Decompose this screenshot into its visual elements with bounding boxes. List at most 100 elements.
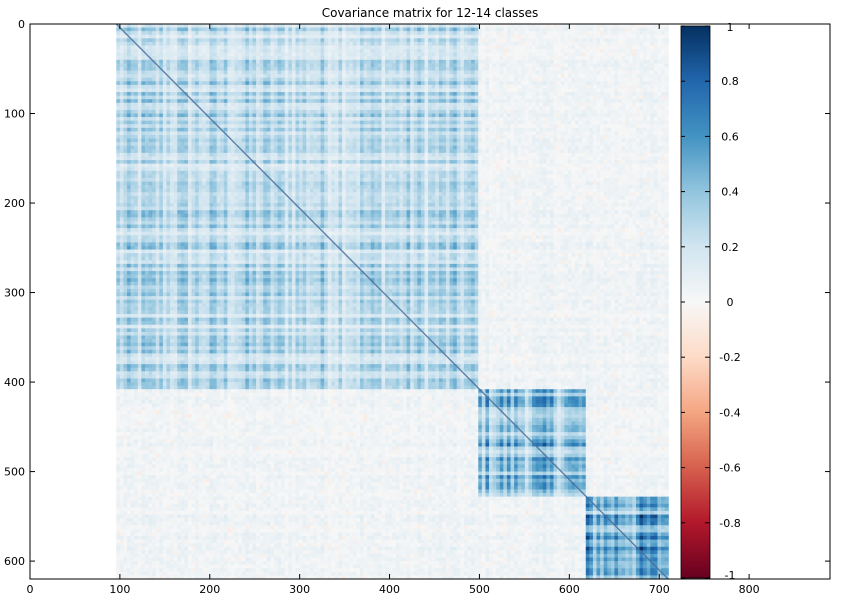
- heatmap-cell: [610, 99, 616, 104]
- heatmap-cell: [198, 56, 203, 61]
- heatmap-cell: [521, 99, 526, 104]
- heatmap-cell: [571, 77, 576, 82]
- heatmap-cell: [549, 92, 555, 97]
- heatmap-cell: [234, 81, 239, 86]
- heatmap-cell: [209, 131, 214, 136]
- heatmap-cell: [277, 120, 282, 125]
- heatmap-cell: [116, 81, 121, 86]
- heatmap-cell: [245, 24, 250, 29]
- heatmap-cell: [173, 131, 178, 136]
- heatmap-cell: [417, 24, 422, 29]
- heatmap-cell: [438, 135, 444, 140]
- heatmap-cell: [542, 34, 547, 39]
- heatmap-cell: [345, 41, 350, 47]
- heatmap-cell: [177, 66, 182, 72]
- heatmap-cell: [306, 38, 311, 43]
- heatmap-cell: [610, 56, 616, 61]
- heatmap-cell: [560, 59, 565, 64]
- heatmap-cell: [130, 117, 135, 122]
- heatmap-cell: [589, 41, 594, 47]
- heatmap-cell: [625, 24, 630, 29]
- heatmap-cell: [119, 117, 125, 122]
- heatmap-cell: [417, 38, 422, 43]
- heatmap-cell: [664, 135, 669, 140]
- heatmap-cell: [431, 88, 436, 93]
- heatmap-cell: [259, 92, 264, 97]
- heatmap-cell: [628, 31, 633, 36]
- heatmap-cell: [273, 127, 279, 133]
- heatmap-cell: [571, 49, 576, 54]
- heatmap-cell: [395, 56, 401, 61]
- heatmap-cell: [187, 70, 193, 75]
- heatmap-cell: [299, 120, 304, 125]
- heatmap-cell: [359, 66, 365, 72]
- heatmap-cell: [392, 102, 397, 107]
- heatmap-cell: [281, 127, 286, 133]
- heatmap-cell: [639, 41, 644, 47]
- heatmap-cell: [385, 120, 390, 125]
- heatmap-cell: [144, 41, 150, 47]
- heatmap-cell: [388, 88, 393, 93]
- heatmap-cell: [137, 109, 142, 115]
- heatmap-cell: [385, 106, 390, 111]
- heatmap-cell: [478, 127, 483, 133]
- heatmap-cell: [596, 63, 601, 68]
- heatmap-cell: [170, 52, 175, 57]
- heatmap-cell: [385, 31, 390, 36]
- heatmap-cell: [571, 102, 576, 107]
- heatmap-cell: [578, 113, 583, 118]
- heatmap-cell: [553, 66, 558, 72]
- heatmap-cell: [589, 49, 594, 54]
- heatmap-cell: [517, 63, 522, 68]
- heatmap-cell: [270, 52, 275, 57]
- heatmap-cell: [367, 84, 372, 90]
- heatmap-cell: [600, 88, 605, 93]
- heatmap-cell: [489, 52, 494, 57]
- heatmap-cell: [417, 88, 422, 93]
- heatmap-cell: [148, 102, 153, 107]
- heatmap-cell: [170, 117, 175, 122]
- heatmap-cell: [313, 31, 318, 36]
- heatmap-cell: [406, 88, 411, 93]
- heatmap-cell: [288, 70, 293, 75]
- heatmap-cell: [187, 49, 193, 54]
- heatmap-cell: [395, 99, 401, 104]
- heatmap-cell: [657, 70, 662, 75]
- heatmap-cell: [417, 41, 422, 47]
- heatmap-cell: [453, 59, 458, 64]
- heatmap-cell: [187, 113, 193, 118]
- heatmap-cell: [342, 34, 347, 39]
- heatmap-cell: [152, 24, 157, 29]
- heatmap-cell: [320, 52, 325, 57]
- heatmap-cell: [327, 84, 332, 90]
- heatmap-cell: [435, 106, 440, 111]
- heatmap-cell: [119, 31, 125, 36]
- heatmap-cell: [492, 45, 497, 50]
- heatmap-cell: [123, 117, 128, 122]
- heatmap-cell: [514, 135, 519, 140]
- heatmap-cell: [592, 135, 598, 140]
- heatmap-cell: [600, 63, 605, 68]
- heatmap-cell: [216, 45, 221, 50]
- heatmap-cell: [134, 135, 139, 140]
- heatmap-cell: [202, 135, 207, 140]
- heatmap-cell: [632, 127, 637, 133]
- heatmap-cell: [256, 31, 261, 36]
- heatmap-cell: [388, 92, 393, 97]
- heatmap-cell: [524, 34, 530, 39]
- heatmap-cell: [127, 74, 132, 79]
- heatmap-cell: [127, 109, 132, 115]
- heatmap-cell: [324, 38, 329, 43]
- heatmap-cell: [205, 138, 211, 143]
- heatmap-cell: [213, 84, 218, 90]
- heatmap-cell: [446, 117, 451, 122]
- heatmap-cell: [553, 117, 558, 122]
- heatmap-cell: [646, 31, 651, 36]
- heatmap-cell: [618, 99, 623, 104]
- heatmap-cell: [170, 127, 175, 133]
- heatmap-cell: [442, 99, 447, 104]
- heatmap-cell: [309, 95, 314, 100]
- heatmap-cell: [517, 102, 522, 107]
- heatmap-cell: [632, 41, 637, 47]
- heatmap-cell: [302, 95, 307, 100]
